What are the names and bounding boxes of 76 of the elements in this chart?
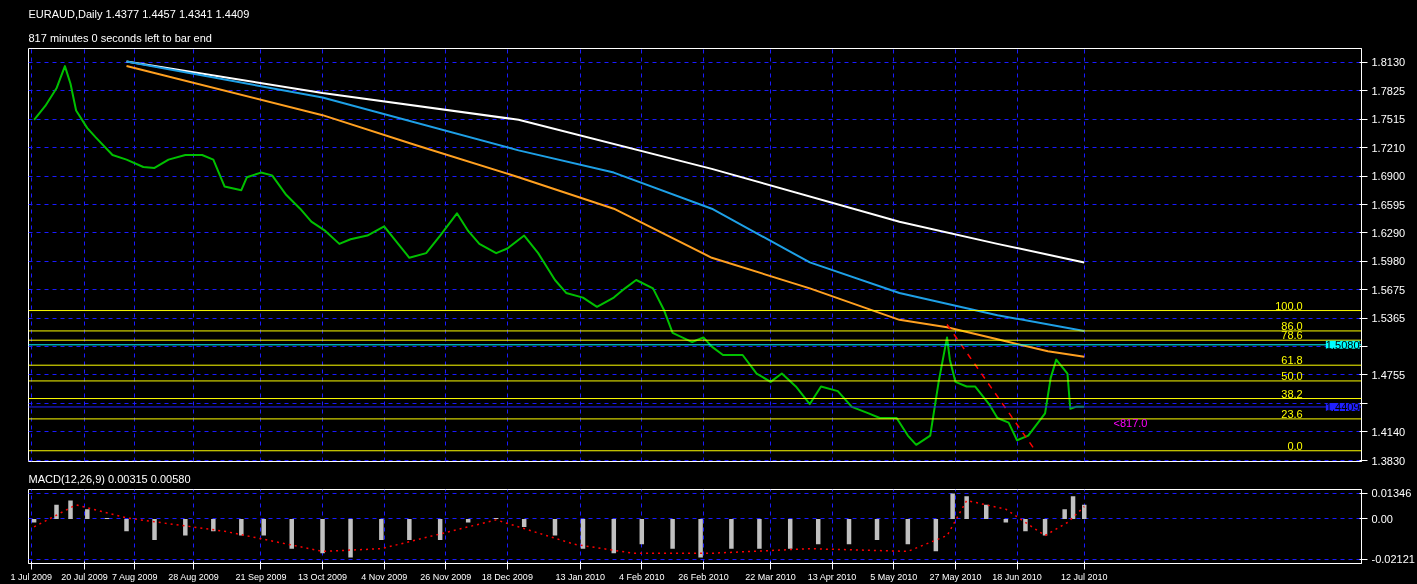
y-tick-label: 1.5675 [1371,283,1406,296]
y-tick-label: 1.5980 [1371,255,1406,268]
annotation: 50.0 [1281,369,1303,382]
bar [85,509,90,519]
x-tick-label: 26 Feb 2010 [678,571,729,582]
y-tick-label: 1.7825 [1371,84,1406,97]
y-tick-label: 1.4755 [1371,368,1406,381]
x-tick-label: 20 Jul 2009 [61,571,108,582]
y-tick-label: 1.3830 [1371,454,1406,467]
bar [757,518,762,549]
chart-subtitle: 817 minutes 0 seconds left to bar end [28,31,212,44]
x-tick-label: 1 Jul 2009 [10,571,53,582]
x-tick-label: 28 Aug 2009 [168,571,219,582]
ref-line-label: 1.5080 [1325,338,1360,351]
bar [211,518,216,532]
annotation: 78.6 [1281,329,1303,342]
bar [465,518,471,523]
bar [1003,518,1009,523]
bar [552,518,558,536]
y-tick-label: 1.5365 [1371,312,1406,325]
x-tick-label: 18 Dec 2009 [481,571,533,582]
bar [729,518,734,549]
bar [54,504,59,519]
bar [124,518,129,532]
y-tick-label: 1.6900 [1371,170,1406,183]
x-tick-label: 13 Apr 2010 [807,571,857,582]
bar [379,518,384,540]
x-tick-label: 4 Nov 2009 [361,571,408,582]
y-tick-label: -0.02121 [1371,553,1415,566]
bar [183,518,188,536]
line-series [33,499,1086,554]
y-tick-label: 1.6595 [1371,198,1406,211]
bar [68,500,73,519]
x-tick-label: 5 May 2010 [870,571,918,582]
x-tick-label: 7 Aug 2009 [111,571,158,582]
chart-title: EURAUD,Daily 1.4377 1.4457 1.4341 1.4409 [28,7,250,20]
annotation: 38.2 [1281,387,1303,400]
x-tick-label: 12 Jul 2010 [1060,571,1108,582]
x-tick-label: 4 Feb 2010 [619,571,665,582]
bar [320,518,325,554]
x-tick-label: 13 Jan 2010 [555,571,605,582]
x-tick-label: 22 Mar 2010 [745,571,796,582]
x-tick-label: 27 May 2010 [929,571,982,582]
bar [348,518,353,558]
x-tick-label: 26 Nov 2009 [420,571,472,582]
bar [152,518,157,540]
bar [670,518,675,549]
bar [239,518,244,536]
y-tick-label: 1.6290 [1371,226,1406,239]
y-tick-label: 0.01346 [1371,487,1412,500]
y-tick-label: 1.7515 [1371,113,1406,126]
annotation: 23.6 [1281,407,1303,420]
bar [31,518,37,523]
y-tick-label: 1.4140 [1371,425,1406,438]
x-tick-label: 13 Oct 2009 [298,571,348,582]
x-tick-label: 18 Jun 2010 [992,571,1042,582]
x-tick-label: 21 Sep 2009 [235,571,287,582]
bar [698,518,703,558]
y-tick-label: 1.7210 [1371,141,1406,154]
bar [407,518,412,540]
bar [964,496,969,519]
bar [1062,509,1067,519]
bar [950,493,955,519]
y-tick-label: 1.8130 [1371,56,1406,69]
ref-line-label: 1.4409 [1325,400,1360,413]
bar [787,518,793,549]
bar [289,518,294,549]
chart-title: MACD(12,26,9) 0.00315 0.00580 [28,472,191,485]
annotation: 100.0 [1275,299,1303,312]
annotation: <817.0 [1113,416,1148,429]
y-tick-label: 0.00 [1371,512,1393,525]
annotation: 0.0 [1287,439,1303,452]
bar [1023,518,1028,532]
bar [261,518,266,536]
annotation: 61.8 [1281,354,1303,367]
annotation: 86.0 [1281,319,1303,332]
